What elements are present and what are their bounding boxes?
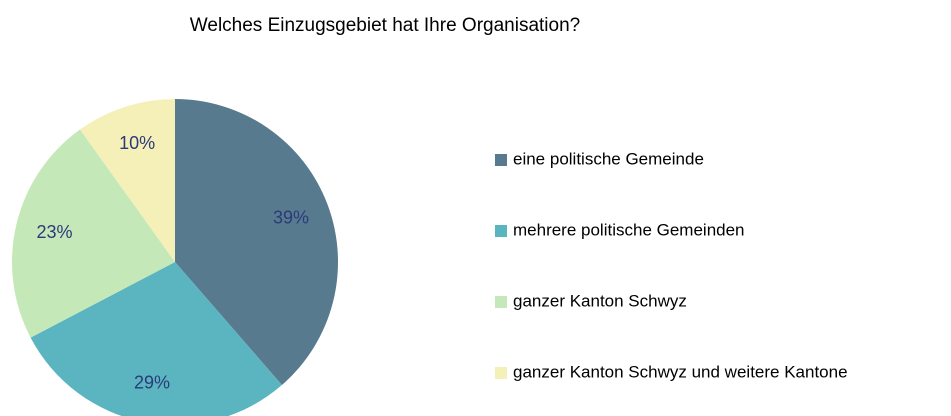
data-label: 29% bbox=[134, 372, 170, 392]
legend-swatch bbox=[495, 154, 507, 166]
legend-label: mehrere politische Gemeinden bbox=[513, 220, 745, 239]
data-label: 39% bbox=[273, 207, 309, 227]
legend-label: eine politische Gemeinde bbox=[513, 149, 704, 168]
legend-label: ganzer Kanton Schwyz und weitere Kantone bbox=[513, 362, 848, 381]
pie-slice bbox=[80, 99, 175, 262]
legend-label: ganzer Kanton Schwyz bbox=[513, 291, 687, 310]
data-label: 10% bbox=[119, 133, 155, 153]
legend-swatch bbox=[495, 225, 507, 237]
chart-title: Welches Einzugsgebiet hat Ihre Organisat… bbox=[190, 15, 580, 36]
pie-slice bbox=[175, 99, 338, 386]
pie-slice bbox=[12, 129, 176, 338]
legend-swatch bbox=[495, 367, 507, 379]
data-label: 23% bbox=[36, 222, 72, 242]
pie-slice bbox=[30, 262, 282, 416]
legend-swatch bbox=[495, 296, 507, 308]
